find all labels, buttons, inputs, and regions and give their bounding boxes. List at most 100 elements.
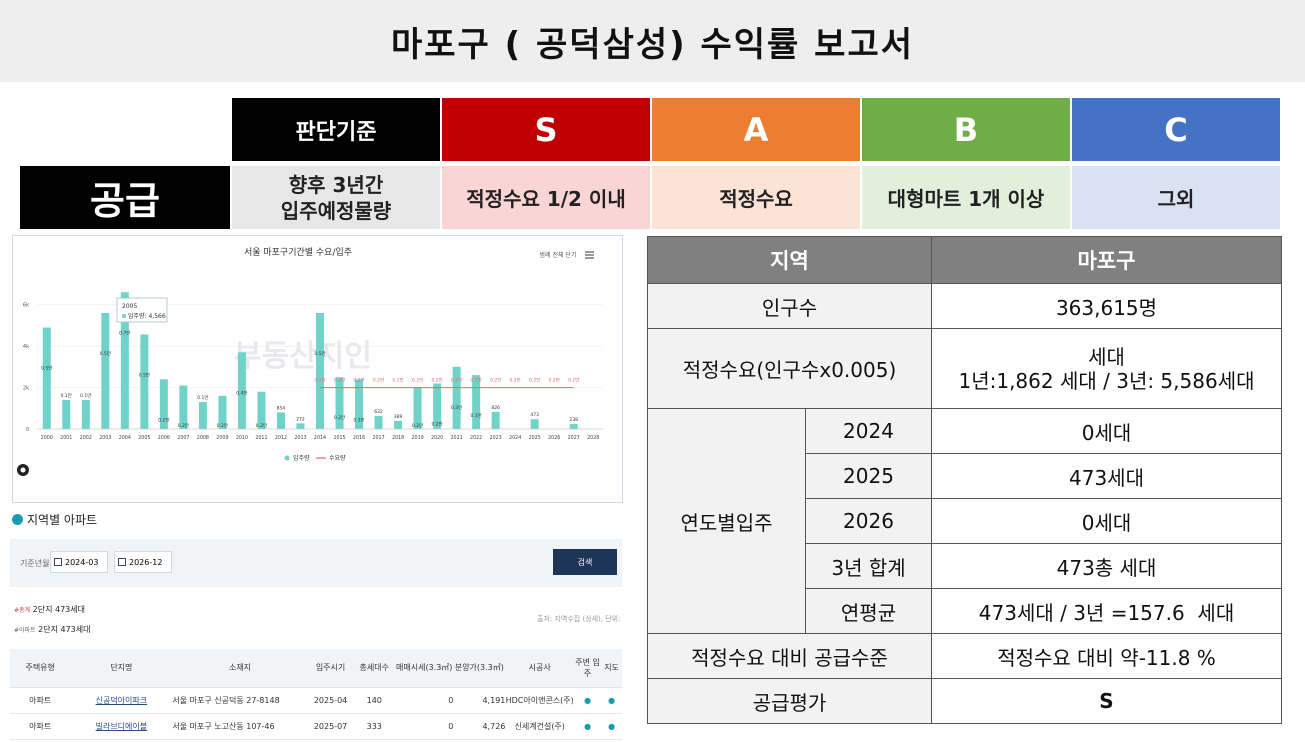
col-type: 주택유형 — [10, 649, 71, 688]
demand-label: 적정수요(인구수x0.005) — [647, 328, 932, 409]
legend-supply[interactable]: 입주량 — [293, 454, 310, 462]
date-from-field[interactable]: 2024-03 — [50, 551, 108, 573]
supply-desc-line2: 입주예정물량 — [280, 198, 392, 223]
bar-data-label: 238 — [569, 417, 578, 423]
y-tick-label: 6k — [23, 303, 29, 309]
population-label: 인구수 — [647, 283, 932, 329]
summary-total: 2단지 473세대 — [32, 605, 85, 614]
bar-data-label: 0.5만 — [100, 350, 111, 357]
x-tick-label: 2011 — [255, 435, 267, 441]
x-tick-label: 2026 — [548, 435, 560, 441]
x-tick-label: 2001 — [60, 435, 72, 441]
supply-bar — [140, 334, 149, 429]
legend-demand[interactable]: 수요량 — [329, 455, 346, 462]
map-pin-icon[interactable]: ● — [608, 695, 616, 705]
demand-data-label: 0.2만 — [353, 377, 364, 384]
supply-bar — [530, 419, 539, 429]
chart-menu-icon[interactable] — [585, 251, 594, 259]
date-from-value: 2024-03 — [65, 557, 99, 567]
bar-data-label: 0.3만 — [470, 412, 481, 419]
supply-bar — [120, 292, 129, 429]
criteria-header-cell: 판단기준 — [232, 98, 440, 161]
year-label: 2026 — [805, 498, 932, 544]
supply-bar — [335, 377, 344, 429]
bar-data-label: 0.3만 — [353, 416, 364, 423]
region-value: 마포구 — [931, 236, 1282, 284]
table-row[interactable]: 아파트 빌라브디에이블 서울 마포구 노고산동 107-46 2025-07 3… — [10, 713, 622, 740]
source-note: 출처: 지역수집 (상세), 단위: — [537, 615, 621, 623]
search-button-label: 검색 — [577, 557, 593, 567]
x-tick-label: 2007 — [177, 435, 189, 441]
x-tick-label: 2027 — [568, 435, 580, 441]
filter-label: 기준년월 — [20, 559, 50, 568]
supply-bar — [491, 411, 500, 429]
demand-data-label: 0.2만 — [549, 377, 560, 384]
x-tick-label: 2028 — [587, 435, 599, 441]
apartment-table: 주택유형 단지명 소재지 입주시기 총세대수 매매시세(3.3㎡) 분양가(3.… — [10, 649, 622, 740]
bar-data-label: 826 — [491, 405, 500, 411]
population-value: 363,615명 — [931, 283, 1282, 329]
supply-bar — [198, 402, 207, 429]
apartment-name-link[interactable]: 신공덕아이파크 — [95, 695, 148, 705]
supply-bar — [374, 415, 383, 429]
cell-trade: 0 — [395, 687, 454, 714]
supply-level-value: 적정수요 대비 약-11.8 % — [931, 633, 1282, 679]
y-tick-label: 2k — [23, 386, 29, 392]
bar-data-label: 0.5만 — [139, 371, 150, 378]
x-tick-label: 2016 — [353, 435, 365, 441]
report-header-row: 지역 마포구 — [647, 236, 1282, 284]
report-title-bar: 마포구 ( 공덕삼성) 수익률 보고서 — [0, 0, 1305, 82]
bar-data-label: 0.2만 — [412, 422, 423, 429]
bar-data-label: 0.1만 — [80, 392, 91, 399]
x-tick-label: 2006 — [158, 435, 170, 441]
x-tick-label: 2017 — [372, 435, 384, 441]
year-label: 2025 — [805, 453, 932, 499]
chart-menu-label[interactable]: 범례 전체 단기 — [540, 251, 577, 259]
bar-data-label: 0.2만 — [431, 420, 442, 427]
grade-b-desc: 대형마트 1개 이상 — [887, 187, 1045, 211]
grade-s-label: S — [534, 110, 558, 149]
cell-units: 333 — [353, 713, 396, 740]
table-row[interactable]: 아파트 신공덕아이파크 서울 마포구 신공덕동 27-8148 2025-04 … — [10, 687, 622, 714]
map-pin-icon[interactable]: ● — [584, 695, 592, 705]
col-address: 소재지 — [172, 649, 308, 688]
col-trade: 매매시세(3.3㎡) — [395, 649, 454, 688]
supply-level-label: 적정수요 대비 공급수준 — [647, 633, 932, 679]
demand-data-label: 0.2만 — [470, 377, 481, 384]
demand-data-label: 0.2만 — [568, 377, 579, 384]
x-tick-label: 2000 — [41, 435, 53, 441]
apartment-name-link[interactable]: 빌라브디에이블 — [95, 721, 148, 731]
chart-tooltip: 2005 입주량: 4,566 — [116, 297, 168, 323]
x-tick-label: 2015 — [333, 435, 345, 441]
x-tick-label: 2022 — [470, 435, 482, 441]
supply-bar — [237, 352, 246, 429]
date-to-field[interactable]: 2026-12 — [114, 551, 172, 573]
grade-c-desc-cell: 그외 — [1072, 166, 1280, 229]
x-tick-label: 2010 — [236, 435, 248, 441]
supply-bar — [62, 400, 71, 429]
report-title: 마포구 ( 공덕삼성) 수익률 보고서 — [390, 24, 915, 65]
bar-data-label: 0.5만 — [314, 350, 325, 357]
calendar-icon — [54, 558, 62, 566]
cell-type: 아파트 — [10, 687, 71, 714]
map-pin-icon[interactable]: ● — [608, 721, 616, 731]
supply-desc-line1: 향후 3년간 — [288, 172, 384, 197]
demand-supply-chart-panel: 서울 마포구기간별 수요/입주 범례 전체 단기 부동산지인 0 2k 4k 6k 0… — [12, 235, 623, 503]
cell-address: 서울 마포구 노고산동 107-46 — [172, 713, 308, 740]
chart-tooltip-text: 입주량: 4,566 — [128, 312, 166, 320]
x-tick-label: 2018 — [392, 435, 404, 441]
chart-title: 서울 마포구기간별 수요/입주 — [244, 246, 352, 258]
bar-data-label: 0.2만 — [217, 422, 228, 429]
population-row: 인구수 363,615명 — [647, 283, 1282, 329]
supply-bar — [159, 379, 168, 429]
bar-data-label: 0.4만 — [236, 389, 247, 396]
map-pin-icon[interactable]: ● — [584, 721, 592, 731]
search-button[interactable]: 검색 — [553, 549, 617, 575]
col-sale: 분양가(3.3㎡) — [453, 649, 506, 688]
criteria-header-label: 판단기준 — [295, 119, 377, 145]
bar-data-label: 0.1만 — [197, 394, 208, 401]
supply-bar — [355, 379, 364, 429]
grade-b-header: B — [862, 98, 1070, 161]
supply-bar — [218, 395, 227, 429]
supply-bar — [179, 385, 188, 429]
